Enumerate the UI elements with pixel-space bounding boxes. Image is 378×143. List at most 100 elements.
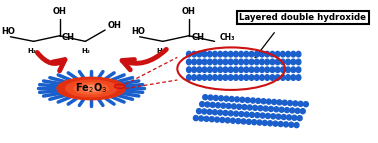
Ellipse shape bbox=[231, 104, 236, 109]
Ellipse shape bbox=[242, 105, 247, 110]
Ellipse shape bbox=[269, 106, 273, 112]
Ellipse shape bbox=[301, 109, 305, 114]
Text: HO: HO bbox=[2, 27, 15, 36]
Ellipse shape bbox=[202, 67, 207, 73]
Ellipse shape bbox=[286, 51, 290, 57]
Ellipse shape bbox=[225, 118, 230, 123]
Text: CH: CH bbox=[191, 33, 204, 42]
Ellipse shape bbox=[291, 67, 296, 73]
Ellipse shape bbox=[223, 110, 228, 116]
Ellipse shape bbox=[275, 51, 280, 57]
Ellipse shape bbox=[298, 101, 303, 106]
Ellipse shape bbox=[218, 51, 223, 57]
Ellipse shape bbox=[249, 112, 254, 117]
Ellipse shape bbox=[289, 122, 294, 127]
Ellipse shape bbox=[215, 117, 220, 122]
Ellipse shape bbox=[257, 120, 262, 125]
Ellipse shape bbox=[290, 108, 294, 113]
Ellipse shape bbox=[218, 96, 223, 101]
Ellipse shape bbox=[249, 75, 254, 80]
Ellipse shape bbox=[223, 51, 228, 57]
Ellipse shape bbox=[213, 67, 217, 73]
Ellipse shape bbox=[288, 101, 293, 106]
Ellipse shape bbox=[286, 75, 290, 80]
Ellipse shape bbox=[296, 67, 301, 73]
Ellipse shape bbox=[246, 119, 251, 124]
Ellipse shape bbox=[208, 51, 212, 57]
Ellipse shape bbox=[208, 95, 213, 100]
Ellipse shape bbox=[74, 83, 108, 94]
Ellipse shape bbox=[57, 77, 125, 100]
Ellipse shape bbox=[244, 75, 249, 80]
Ellipse shape bbox=[280, 59, 285, 65]
Text: Layered double hydroxide: Layered double hydroxide bbox=[239, 13, 366, 22]
Ellipse shape bbox=[202, 109, 207, 114]
Ellipse shape bbox=[224, 96, 229, 101]
Ellipse shape bbox=[265, 67, 270, 73]
Ellipse shape bbox=[239, 75, 243, 80]
Ellipse shape bbox=[247, 105, 252, 110]
Ellipse shape bbox=[268, 121, 273, 126]
Ellipse shape bbox=[186, 59, 191, 65]
Ellipse shape bbox=[256, 98, 260, 103]
Ellipse shape bbox=[213, 75, 217, 80]
Ellipse shape bbox=[220, 117, 225, 123]
Ellipse shape bbox=[260, 75, 264, 80]
Ellipse shape bbox=[223, 67, 228, 73]
Ellipse shape bbox=[266, 99, 271, 104]
Ellipse shape bbox=[204, 116, 209, 121]
Ellipse shape bbox=[273, 121, 278, 126]
Ellipse shape bbox=[291, 51, 296, 57]
Ellipse shape bbox=[280, 51, 285, 57]
Ellipse shape bbox=[287, 115, 291, 120]
Text: H₂: H₂ bbox=[28, 48, 36, 54]
Ellipse shape bbox=[235, 97, 239, 102]
Ellipse shape bbox=[241, 119, 246, 124]
Ellipse shape bbox=[186, 75, 191, 80]
Ellipse shape bbox=[249, 51, 254, 57]
Ellipse shape bbox=[276, 114, 281, 119]
Ellipse shape bbox=[260, 51, 264, 57]
Ellipse shape bbox=[284, 122, 288, 127]
Ellipse shape bbox=[218, 110, 223, 115]
Ellipse shape bbox=[265, 59, 270, 65]
Ellipse shape bbox=[234, 51, 238, 57]
Ellipse shape bbox=[66, 80, 117, 97]
Ellipse shape bbox=[245, 98, 250, 103]
Ellipse shape bbox=[265, 51, 270, 57]
Ellipse shape bbox=[186, 67, 191, 73]
Ellipse shape bbox=[192, 67, 197, 73]
Ellipse shape bbox=[197, 51, 202, 57]
Ellipse shape bbox=[282, 100, 287, 105]
Ellipse shape bbox=[275, 59, 280, 65]
Ellipse shape bbox=[234, 111, 239, 116]
Ellipse shape bbox=[291, 75, 296, 80]
Ellipse shape bbox=[296, 51, 301, 57]
Ellipse shape bbox=[275, 67, 280, 73]
Ellipse shape bbox=[212, 110, 217, 115]
Ellipse shape bbox=[234, 67, 238, 73]
Ellipse shape bbox=[244, 59, 249, 65]
Ellipse shape bbox=[304, 102, 308, 107]
Ellipse shape bbox=[218, 75, 223, 80]
Ellipse shape bbox=[208, 75, 212, 80]
Ellipse shape bbox=[199, 116, 204, 121]
Ellipse shape bbox=[294, 123, 299, 128]
Ellipse shape bbox=[231, 118, 235, 123]
Ellipse shape bbox=[265, 75, 270, 80]
Ellipse shape bbox=[202, 75, 207, 80]
Ellipse shape bbox=[244, 67, 249, 73]
Ellipse shape bbox=[255, 113, 260, 118]
Ellipse shape bbox=[280, 75, 285, 80]
Ellipse shape bbox=[270, 59, 275, 65]
Ellipse shape bbox=[208, 67, 212, 73]
Ellipse shape bbox=[285, 108, 289, 113]
Ellipse shape bbox=[286, 59, 290, 65]
Ellipse shape bbox=[207, 109, 212, 114]
Ellipse shape bbox=[197, 67, 202, 73]
Ellipse shape bbox=[265, 113, 270, 119]
Ellipse shape bbox=[262, 120, 267, 125]
Ellipse shape bbox=[229, 97, 234, 102]
Ellipse shape bbox=[192, 59, 197, 65]
Ellipse shape bbox=[202, 51, 207, 57]
